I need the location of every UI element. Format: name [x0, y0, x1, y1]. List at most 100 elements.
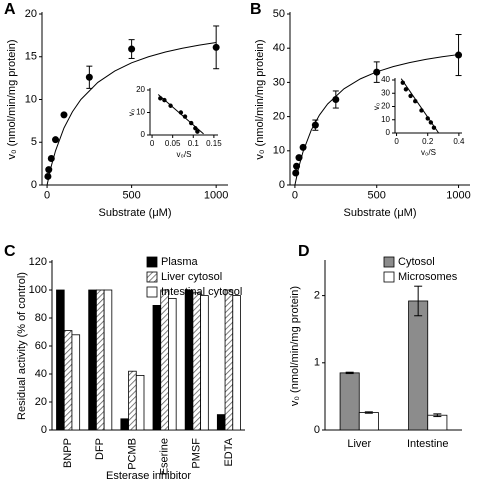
y-tick-label: 2 [314, 290, 320, 302]
y-tick-label: 20 [136, 85, 145, 94]
panel-label: A [4, 1, 16, 18]
y-tick-label: 1 [314, 357, 320, 369]
legend-swatch [383, 256, 395, 268]
data-point [60, 111, 68, 119]
y-axis-label: v₀ (nmol/min/mg protein) [6, 39, 18, 159]
fit-line [46, 41, 217, 186]
x-tick-label: 1000 [204, 190, 228, 202]
data-point [212, 43, 220, 51]
x-tick-label: 500 [122, 190, 140, 202]
y-tick-label: 30 [273, 76, 285, 88]
bar [427, 414, 448, 431]
x-tick-label: Liver [347, 438, 371, 450]
data-point [178, 110, 184, 115]
x-tick-label: 0 [394, 137, 399, 146]
data-point [45, 166, 53, 174]
y-tick-label: 0 [141, 130, 146, 139]
y-tick-label: 10 [273, 145, 285, 157]
y-tick-label: 20 [25, 8, 37, 20]
y-tick-label: 10 [25, 93, 37, 105]
bar [358, 412, 379, 431]
data-point [332, 96, 340, 103]
y-tick-label: 40 [35, 368, 47, 380]
y-tick-label: 20 [381, 102, 390, 111]
data-point [162, 97, 167, 103]
bar [56, 289, 65, 431]
x-tick-label: Intestine [407, 438, 449, 450]
bar [339, 372, 360, 431]
x-tick-label: Eserine [158, 438, 170, 475]
y-tick-label: 120 [29, 256, 47, 268]
y-tick-label: 0 [386, 128, 391, 137]
bar [200, 295, 209, 431]
legend-label: Cytosol [398, 256, 435, 268]
x-axis-label: v₀/S [177, 150, 192, 159]
x-tick-label: 1000 [446, 190, 470, 202]
x-tick-label: 500 [368, 190, 386, 202]
data-point [168, 103, 173, 108]
data-point [293, 162, 301, 170]
x-tick-label: PCMB [126, 438, 138, 470]
panel-label: B [250, 1, 262, 18]
bar [168, 297, 177, 431]
y-tick-label: 80 [35, 312, 47, 324]
x-tick-label: EDTA [223, 437, 235, 466]
bar [224, 289, 234, 431]
data-point [182, 114, 188, 119]
legend-label: Plasma [161, 256, 199, 268]
x-tick-label: 0 [150, 139, 155, 148]
data-point [128, 45, 136, 53]
data-point [47, 154, 55, 162]
data-point [400, 80, 405, 85]
legend-swatch [146, 286, 158, 298]
data-point [158, 96, 163, 101]
panel-label: D [298, 243, 310, 260]
y-tick-label: 40 [381, 75, 390, 84]
data-point [44, 172, 52, 180]
bar [103, 289, 113, 431]
data-point [413, 99, 418, 104]
bar [128, 370, 137, 431]
legend-swatch [146, 271, 158, 283]
y-tick-label: 20 [35, 396, 47, 408]
x-tick-label: DFP [94, 438, 106, 460]
x-tick-label: 0.2 [422, 137, 434, 146]
data-point [295, 154, 303, 162]
bar [152, 304, 162, 431]
data-point [455, 51, 463, 59]
y-tick-label: 0 [31, 179, 37, 191]
data-point [431, 125, 437, 130]
bar [216, 414, 226, 431]
x-tick-label: 0.15 [206, 139, 222, 148]
bar [408, 300, 429, 431]
x-tick-label: 0.4 [453, 137, 465, 146]
y-tick-label: 20 [273, 111, 285, 123]
x-tick-label: 0 [44, 190, 50, 202]
legend-label: Liver cytosol [161, 271, 222, 283]
bar [232, 295, 241, 431]
y-tick-label: 50 [273, 8, 285, 20]
bar [192, 292, 202, 431]
bar [120, 418, 129, 431]
x-tick-label: 0.05 [165, 139, 181, 148]
y-axis-label: v₀ (nmol/min/mg protein) [289, 286, 301, 406]
legend-label: Microsomes [398, 271, 458, 283]
y-tick-label: 30 [381, 88, 390, 97]
bar [63, 330, 73, 431]
data-point [299, 143, 307, 151]
bar [135, 374, 145, 431]
data-point [428, 120, 434, 125]
y-tick-label: 60 [35, 340, 47, 352]
data-point [195, 129, 200, 134]
legend-swatch [146, 256, 158, 268]
bar [160, 289, 169, 431]
y-tick-label: 5 [31, 136, 37, 148]
data-point [85, 73, 93, 81]
x-axis-label: Esterase inhibitor [106, 470, 191, 482]
bar [184, 289, 194, 431]
legend-label: Intestinal cytosol [161, 286, 242, 298]
y-axis-label: Residual activity (% of control) [16, 272, 28, 420]
y-axis-label: v₀ (nmol/min/mg protein) [254, 39, 266, 159]
x-axis-label: Substrate (μM) [344, 207, 417, 219]
